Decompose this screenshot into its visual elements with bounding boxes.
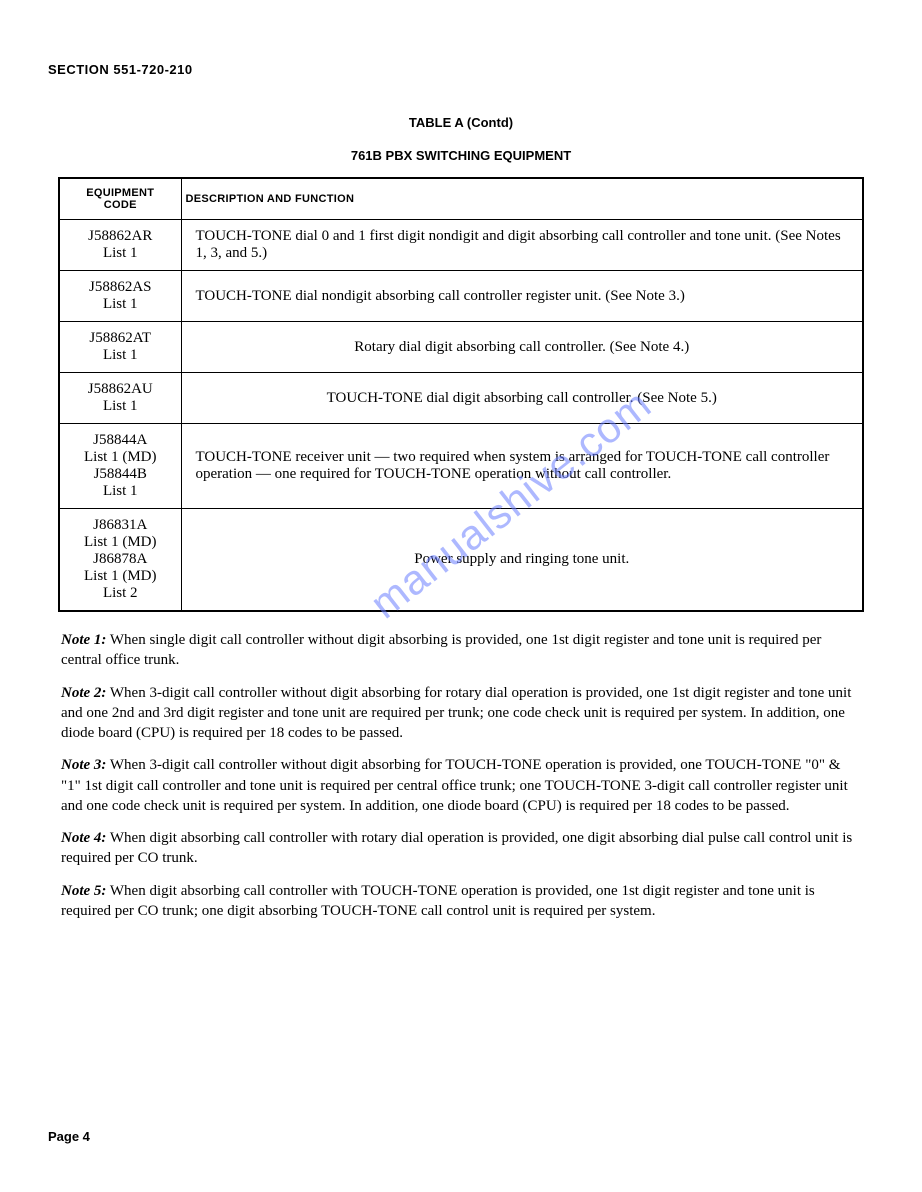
table-title: TABLE A (Contd) bbox=[48, 115, 874, 130]
note-text: When 3-digit call controller without dig… bbox=[61, 685, 851, 742]
equipment-code-cell: J86831AList 1 (MD)J86878AList 1 (MD)List… bbox=[59, 509, 181, 612]
description-cell: TOUCH-TONE dial 0 and 1 first digit nond… bbox=[181, 220, 863, 271]
header-code-line1: EQUIPMENT bbox=[86, 187, 154, 199]
note-label: Note 2: bbox=[61, 685, 106, 701]
description-cell: TOUCH-TONE dial nondigit absorbing call … bbox=[181, 271, 863, 322]
table-header-row: EQUIPMENT CODE DESCRIPTION AND FUNCTION bbox=[59, 178, 863, 220]
notes-container: Note 1: When single digit call controlle… bbox=[61, 630, 861, 921]
description-cell: TOUCH-TONE dial digit absorbing call con… bbox=[181, 373, 863, 424]
table-body: J58862ARList 1TOUCH-TONE dial 0 and 1 fi… bbox=[59, 220, 863, 612]
note: Note 4: When digit absorbing call contro… bbox=[61, 828, 861, 869]
equipment-code-cell: J58862ASList 1 bbox=[59, 271, 181, 322]
table-row: J86831AList 1 (MD)J86878AList 1 (MD)List… bbox=[59, 509, 863, 612]
header-equipment-code: EQUIPMENT CODE bbox=[59, 178, 181, 220]
note: Note 3: When 3-digit call controller wit… bbox=[61, 755, 861, 816]
equipment-code-cell: J58862ATList 1 bbox=[59, 322, 181, 373]
equipment-table: EQUIPMENT CODE DESCRIPTION AND FUNCTION … bbox=[58, 177, 864, 612]
header-description: DESCRIPTION AND FUNCTION bbox=[181, 178, 863, 220]
page-number: Page 4 bbox=[48, 1129, 90, 1144]
description-cell: TOUCH-TONE receiver unit — two required … bbox=[181, 424, 863, 509]
table-row: J58862ARList 1TOUCH-TONE dial 0 and 1 fi… bbox=[59, 220, 863, 271]
section-header: SECTION 551-720-210 bbox=[48, 62, 874, 77]
note-label: Note 5: bbox=[61, 883, 106, 899]
table-row: J58844AList 1 (MD)J58844BList 1TOUCH-TON… bbox=[59, 424, 863, 509]
note-text: When single digit call controller withou… bbox=[61, 632, 821, 668]
table-row: J58862ATList 1Rotary dial digit absorbin… bbox=[59, 322, 863, 373]
header-code-line2: CODE bbox=[104, 199, 137, 211]
equipment-code-cell: J58862ARList 1 bbox=[59, 220, 181, 271]
note: Note 1: When single digit call controlle… bbox=[61, 630, 861, 671]
table-row: J58862ASList 1TOUCH-TONE dial nondigit a… bbox=[59, 271, 863, 322]
description-cell: Power supply and ringing tone unit. bbox=[181, 509, 863, 612]
equipment-code-cell: J58844AList 1 (MD)J58844BList 1 bbox=[59, 424, 181, 509]
note-label: Note 3: bbox=[61, 757, 106, 773]
equipment-code-cell: J58862AUList 1 bbox=[59, 373, 181, 424]
note-label: Note 4: bbox=[61, 830, 106, 846]
table-row: J58862AUList 1TOUCH-TONE dial digit abso… bbox=[59, 373, 863, 424]
description-cell: Rotary dial digit absorbing call control… bbox=[181, 322, 863, 373]
table-subtitle: 761B PBX SWITCHING EQUIPMENT bbox=[48, 148, 874, 163]
note: Note 2: When 3-digit call controller wit… bbox=[61, 683, 861, 744]
note-text: When digit absorbing call controller wit… bbox=[61, 830, 852, 866]
note-label: Note 1: bbox=[61, 632, 106, 648]
note-text: When digit absorbing call controller wit… bbox=[61, 883, 815, 919]
note: Note 5: When digit absorbing call contro… bbox=[61, 881, 861, 922]
note-text: When 3-digit call controller without dig… bbox=[61, 757, 848, 814]
